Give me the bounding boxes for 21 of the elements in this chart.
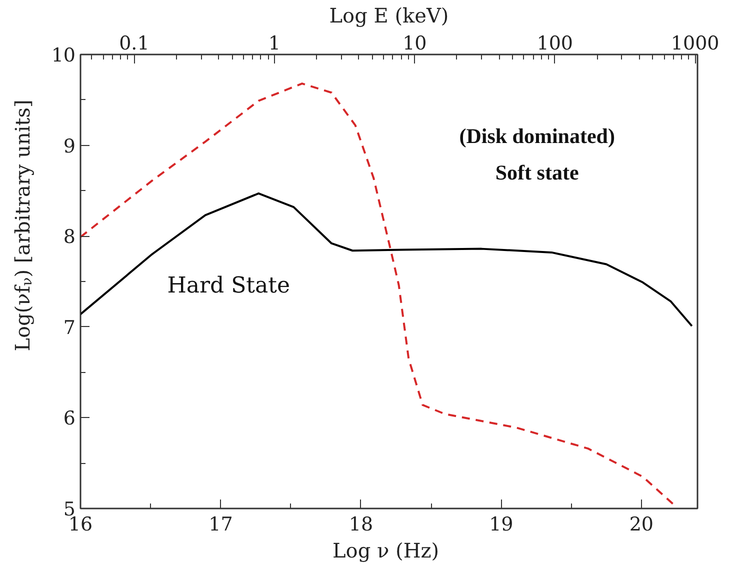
x-tick-label: 19 [489, 514, 514, 536]
x2-axis-title: Log E (keV) [329, 4, 449, 28]
x2-tick-label: 10 [402, 32, 427, 54]
x-tick-label: 17 [208, 514, 233, 536]
x2-tick-label: 1 [268, 32, 280, 54]
y-tick-label: 10 [51, 44, 76, 66]
y-tick-label: 9 [63, 135, 76, 158]
x-tick-label: 18 [348, 514, 374, 536]
annotation: Hard State [167, 274, 290, 299]
y-axis-title: Log(νfν) [arbitrary units] [10, 100, 36, 352]
y-tick-label: 8 [63, 226, 76, 248]
x2-tick-label: 1000 [670, 32, 720, 54]
y-tick-label: 7 [63, 316, 76, 339]
x-axis-title: Log ν (Hz) [332, 538, 440, 562]
x-tick-label: 20 [629, 514, 654, 536]
x2-tick-label: 100 [536, 32, 574, 54]
y-tick-label: 6 [63, 408, 76, 430]
x2-tick-label: 0.1 [119, 32, 150, 54]
annotation: (Disk dominated) [459, 124, 615, 148]
annotation: Soft state [495, 160, 579, 185]
line-series [80, 192, 693, 327]
